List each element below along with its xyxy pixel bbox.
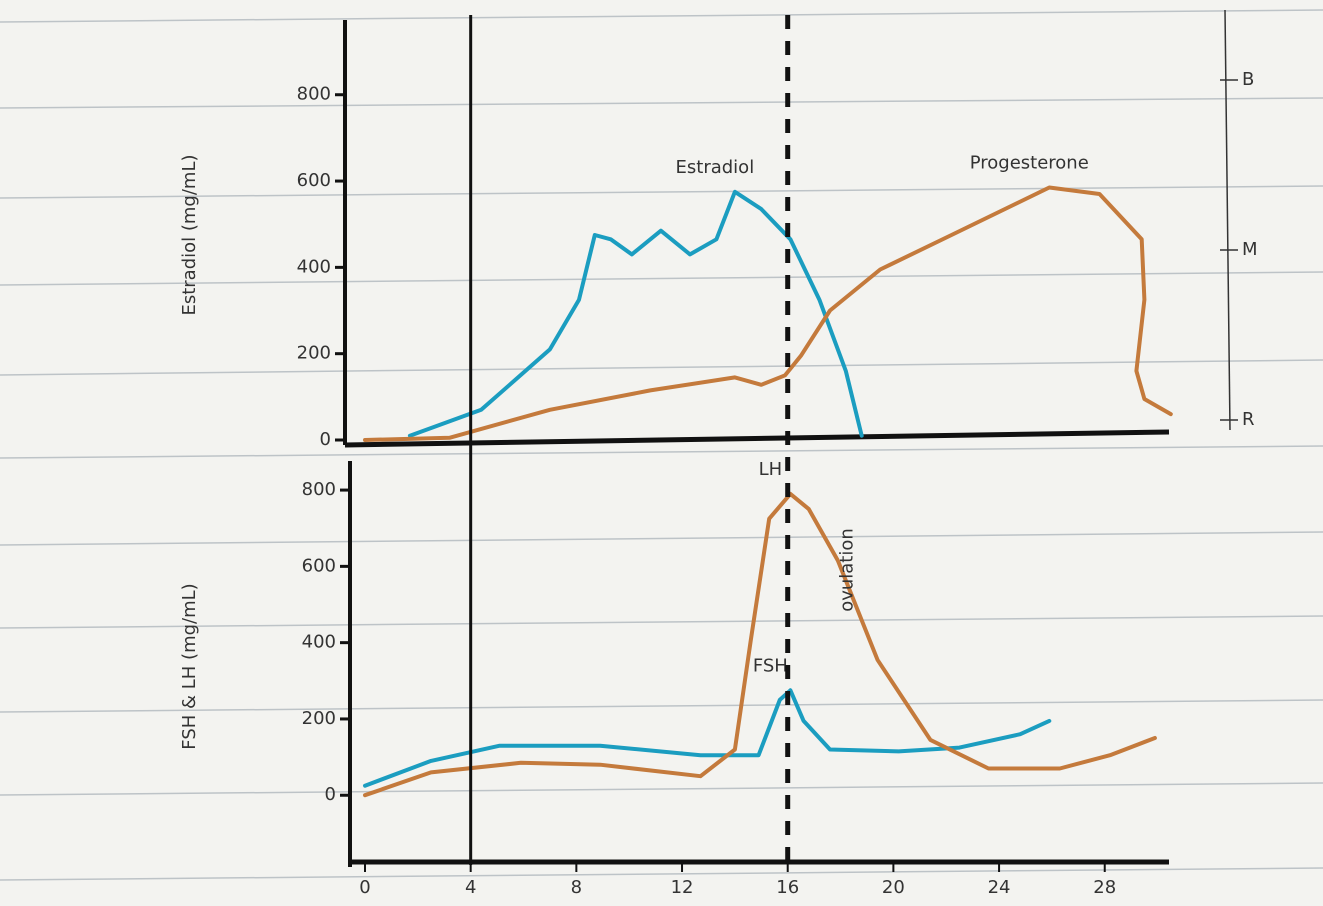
series-line	[407, 189, 864, 438]
right-axis-label: R	[1242, 409, 1255, 430]
y-tick-label: 0	[325, 784, 336, 805]
right-axis-label: M	[1242, 239, 1258, 260]
reference-label: ovulation	[837, 528, 858, 612]
right-axis-label: B	[1242, 69, 1254, 90]
y-tick-label: 800	[302, 479, 336, 500]
series-label: Estradiol	[676, 157, 755, 178]
right-axis	[1224, 9, 1231, 431]
series-line	[363, 491, 1157, 798]
series-label: Progesterone	[970, 153, 1089, 174]
y-tick-label: 400	[297, 256, 331, 277]
x-tick-label: 12	[671, 877, 694, 898]
y-tick-label: 600	[297, 170, 331, 191]
x-tick-label: 4	[465, 877, 476, 898]
series-label: LH	[759, 459, 783, 480]
x-tick-label: 24	[988, 877, 1011, 898]
y-tick-label: 400	[302, 632, 336, 653]
x-tick-label: 28	[1093, 877, 1116, 898]
y-axis-label: Estradiol (mg/mL)	[179, 154, 200, 315]
y-axis-label: FSH & LH (mg/mL)	[179, 583, 200, 749]
y-tick-label: 600	[302, 555, 336, 576]
y-tick-label: 800	[297, 84, 331, 105]
y-tick-label: 200	[297, 343, 331, 364]
x-tick-label: 20	[882, 877, 905, 898]
x-axis	[344, 429, 1170, 448]
series-label: FSH	[753, 655, 788, 676]
x-tick-label: 16	[776, 877, 799, 898]
x-tick-label: 8	[571, 877, 582, 898]
series-line	[363, 185, 1173, 442]
y-tick-label: 0	[320, 429, 331, 450]
x-tick-label: 0	[359, 877, 370, 898]
y-tick-label: 200	[302, 708, 336, 729]
paper-rules	[0, 9, 1323, 881]
